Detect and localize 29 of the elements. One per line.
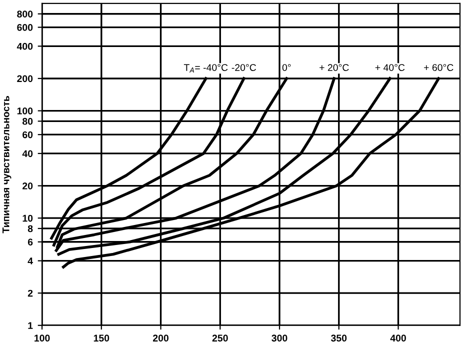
annotation: + 60°C	[424, 64, 454, 71]
x-tick-label: 100	[34, 334, 50, 342]
x-tick-label: 200	[153, 334, 168, 342]
y-tick-label: 80	[22, 118, 33, 125]
y-tick-label: 600	[17, 24, 33, 31]
x-tick-label: 300	[272, 334, 288, 342]
y-tick-label: 8	[28, 225, 33, 232]
x-tick-label: 350	[330, 334, 347, 342]
annotation: -20°C	[232, 64, 256, 71]
y-tick-label: 60	[22, 131, 33, 138]
y-tick-label: 200	[17, 75, 33, 82]
y-tick-label: 6	[28, 238, 33, 246]
y-tick-label: 4	[28, 258, 33, 264]
y-tick-label: 20	[22, 182, 33, 190]
annotation: + 40°C	[375, 64, 405, 71]
y-tick-label: 40	[22, 150, 33, 158]
y-axis-title: Типичная чувствительность	[2, 96, 12, 234]
y-tick-label: 10	[22, 214, 33, 222]
y-tick-label: 400	[16, 42, 33, 50]
y-tick-label: 100	[17, 108, 33, 114]
annotation: 0°	[282, 64, 291, 71]
y-tick-label: 800	[17, 10, 33, 18]
x-tick-label: 150	[94, 334, 110, 342]
annotation: + 20°C	[320, 64, 349, 71]
y-tick-label: 1	[28, 322, 33, 329]
y-tick-label: 2	[28, 290, 33, 297]
annotation: T$_{A}$= -40°C	[184, 64, 228, 72]
x-tick-label: 400	[390, 334, 406, 342]
x-tick-label: 250	[212, 334, 228, 342]
